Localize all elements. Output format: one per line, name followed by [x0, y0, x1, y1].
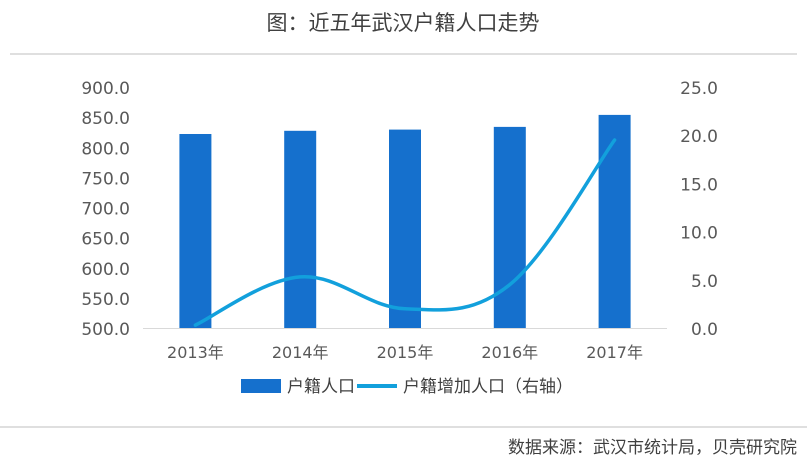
bar: [599, 115, 631, 328]
y-left-tick-label: 600.0: [81, 260, 130, 280]
legend-label-bar: 户籍人口: [287, 377, 355, 397]
chart-title: 图：近五年武汉户籍人口走势: [267, 11, 540, 35]
plot-area: 500.0 550.0 600.0 650.0 700.0 750.0 800.0 850.0…: [81, 79, 718, 362]
x-tick-label: 2014年: [272, 343, 329, 362]
x-tick-label: 2013年: [167, 343, 224, 362]
y-right-tick-label: 25.0: [680, 79, 718, 99]
bar: [179, 134, 211, 328]
y-right-tick-label: 20.0: [680, 127, 718, 147]
y-left-tick-label: 850.0: [81, 109, 130, 129]
y-left-tick-label: 550.0: [81, 290, 130, 310]
y-right-tick-label: 5.0: [691, 272, 718, 292]
y-left-tick-label: 500.0: [81, 320, 130, 340]
y-right-tick-label: 0.0: [691, 320, 718, 340]
y-right-tick-label: 10.0: [680, 224, 718, 244]
legend-swatch-bar: [241, 379, 281, 393]
legend: 户籍人口 户籍增加人口（右轴）: [241, 377, 573, 397]
bar: [494, 127, 526, 328]
x-tick-label: 2017年: [586, 343, 643, 362]
y-left-tick-label: 750.0: [81, 169, 130, 189]
bar: [389, 130, 421, 328]
y-left-tick-label: 900.0: [81, 79, 130, 99]
y-left-tick-label: 800.0: [81, 139, 130, 159]
y-right-tick-label: 15.0: [680, 175, 718, 195]
y-left-tick-label: 650.0: [81, 230, 130, 250]
bar: [284, 131, 316, 328]
legend-label-line: 户籍增加人口（右轴）: [403, 377, 573, 397]
x-tick-label: 2016年: [481, 343, 538, 362]
y-left-tick-label: 700.0: [81, 200, 130, 220]
source-note: 数据来源：武汉市统计局，贝壳研究院: [508, 438, 797, 458]
x-tick-label: 2015年: [377, 343, 434, 362]
